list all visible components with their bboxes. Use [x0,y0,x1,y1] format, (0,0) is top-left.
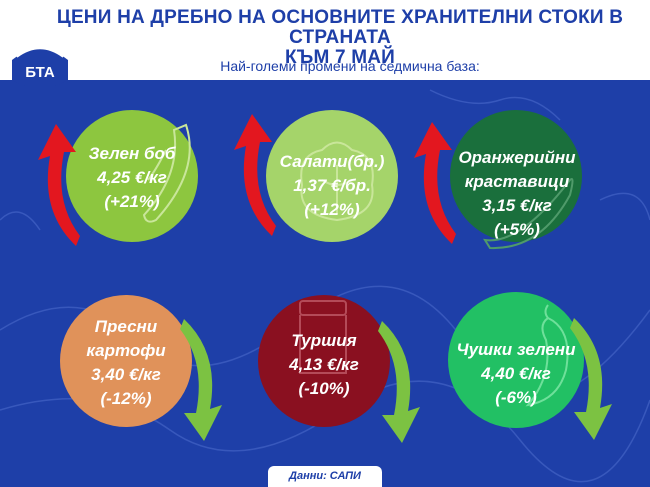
item-name-line-2: краставици [464,172,570,191]
item-lettuce: Салати(бр.) 1,37 €/бр. (+12%) [232,110,422,250]
arrow-down-icon [570,318,612,440]
item-label: Туршия 4,13 €/кг (-10%) [258,329,390,401]
green-bean-icon [142,123,191,223]
item-price: 1,37 €/бр. [293,176,371,195]
item-potato: Пресни картофи 3,40 €/кг (-12%) [48,295,238,445]
title-line-2: КЪМ 7 МАЙ [284,47,396,68]
item-name: Туршия [291,331,357,350]
item-name: Салати(бр.) [279,152,385,171]
item-label: Салати(бр.) 1,37 €/бр. (+12%) [266,150,398,222]
arrow-down-icon [378,321,420,443]
item-label: Пресни картофи 3,40 €/кг (-12%) [60,315,192,411]
item-label: Чушки зелени 4,40 €/кг (-6%) [440,338,592,410]
item-label: Зелен боб 4,25 €/кг (+21%) [66,142,198,214]
item-price: 3,15 €/кг [482,196,552,215]
page-title: ЦЕНИ НА ДРЕБНО НА ОСНОВНИТЕ ХРАНИТЕЛНИ С… [40,8,640,68]
pickle-circle [258,295,390,427]
item-price: 4,13 €/кг [289,355,359,374]
item-change: (-10%) [298,379,350,398]
item-pickle: Туршия 4,13 €/кг (-10%) [258,295,448,445]
header: ЦЕНИ НА ДРЕБНО НА ОСНОВНИТЕ ХРАНИТЕЛНИ С… [0,0,650,80]
item-name: Чушки зелени [456,340,576,359]
item-cucumber: Оранжерийни краставици 3,15 €/кг (+5%) [414,110,610,270]
pepper-circle [448,292,584,428]
item-price: 3,40 €/кг [91,365,161,384]
arrow-down-icon [180,319,222,441]
item-name-line-2: картофи [86,341,166,360]
item-label: Оранжерийни краставици 3,15 €/кг (+5%) [442,146,592,242]
title-line-1: ЦЕНИ НА ДРЕБНО НА ОСНОВНИТЕ ХРАНИТЕЛНИ С… [56,7,624,48]
item-name-line-1: Оранжерийни [458,148,576,167]
cucumber-icon [483,178,574,250]
item-change: (-12%) [100,389,152,408]
logo-text: БТА [25,64,55,81]
item-change: (+21%) [104,192,160,211]
arrow-up-icon [414,122,456,244]
item-price: 4,40 €/кг [481,364,551,383]
item-change: (+5%) [494,220,540,239]
item-name-line-1: Пресни [94,317,158,336]
item-price: 4,25 €/кг [97,168,167,187]
green-bean-circle [66,110,198,242]
item-green-bean: Зелен боб 4,25 €/кг (+21%) [36,110,226,250]
item-pepper: Чушки зелени 4,40 €/кг (-6%) [448,290,638,445]
pepper-icon [525,304,569,407]
bta-logo: БТА [12,46,68,86]
potato-circle [60,295,192,427]
data-source: Данни: САПИ [268,466,382,487]
item-change: (-6%) [495,388,537,407]
item-change: (+12%) [304,200,360,219]
page-subtitle: Най-големи промени на седмична база: [220,58,480,74]
arrow-up-icon [234,114,276,236]
cucumber-circle [450,110,582,242]
item-name: Зелен боб [88,144,176,163]
lettuce-icon [300,141,374,222]
pickle-jar-icon [299,300,347,374]
arrow-up-icon [38,124,80,246]
